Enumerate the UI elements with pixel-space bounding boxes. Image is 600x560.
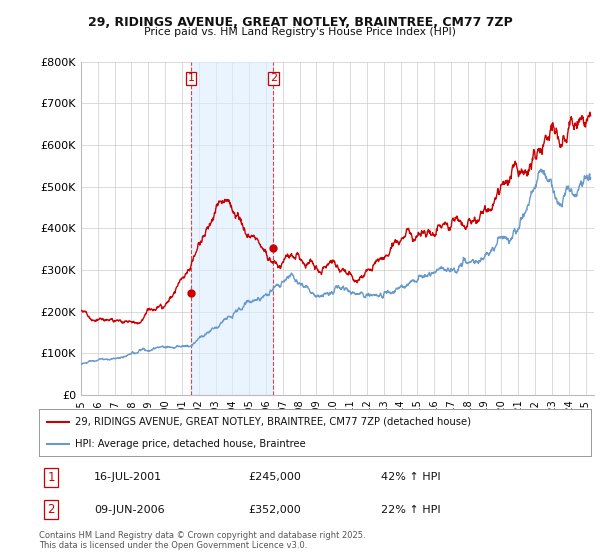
Text: 09-JUN-2006: 09-JUN-2006 [94,505,165,515]
Text: 42% ↑ HPI: 42% ↑ HPI [381,473,441,483]
Text: 29, RIDINGS AVENUE, GREAT NOTLEY, BRAINTREE, CM77 7ZP (detached house): 29, RIDINGS AVENUE, GREAT NOTLEY, BRAINT… [75,417,471,427]
Text: £352,000: £352,000 [249,505,302,515]
Text: 2: 2 [47,503,55,516]
Text: £245,000: £245,000 [249,473,302,483]
Text: 22% ↑ HPI: 22% ↑ HPI [381,505,441,515]
Text: 2: 2 [270,73,277,83]
Text: 1: 1 [47,471,55,484]
Text: 16-JUL-2001: 16-JUL-2001 [94,473,163,483]
Text: Contains HM Land Registry data © Crown copyright and database right 2025.
This d: Contains HM Land Registry data © Crown c… [39,531,365,550]
Text: 29, RIDINGS AVENUE, GREAT NOTLEY, BRAINTREE, CM77 7ZP: 29, RIDINGS AVENUE, GREAT NOTLEY, BRAINT… [88,16,512,29]
Text: Price paid vs. HM Land Registry's House Price Index (HPI): Price paid vs. HM Land Registry's House … [144,27,456,37]
Text: HPI: Average price, detached house, Braintree: HPI: Average price, detached house, Brai… [75,438,305,449]
Text: 1: 1 [188,73,194,83]
Bar [191,62,274,395]
